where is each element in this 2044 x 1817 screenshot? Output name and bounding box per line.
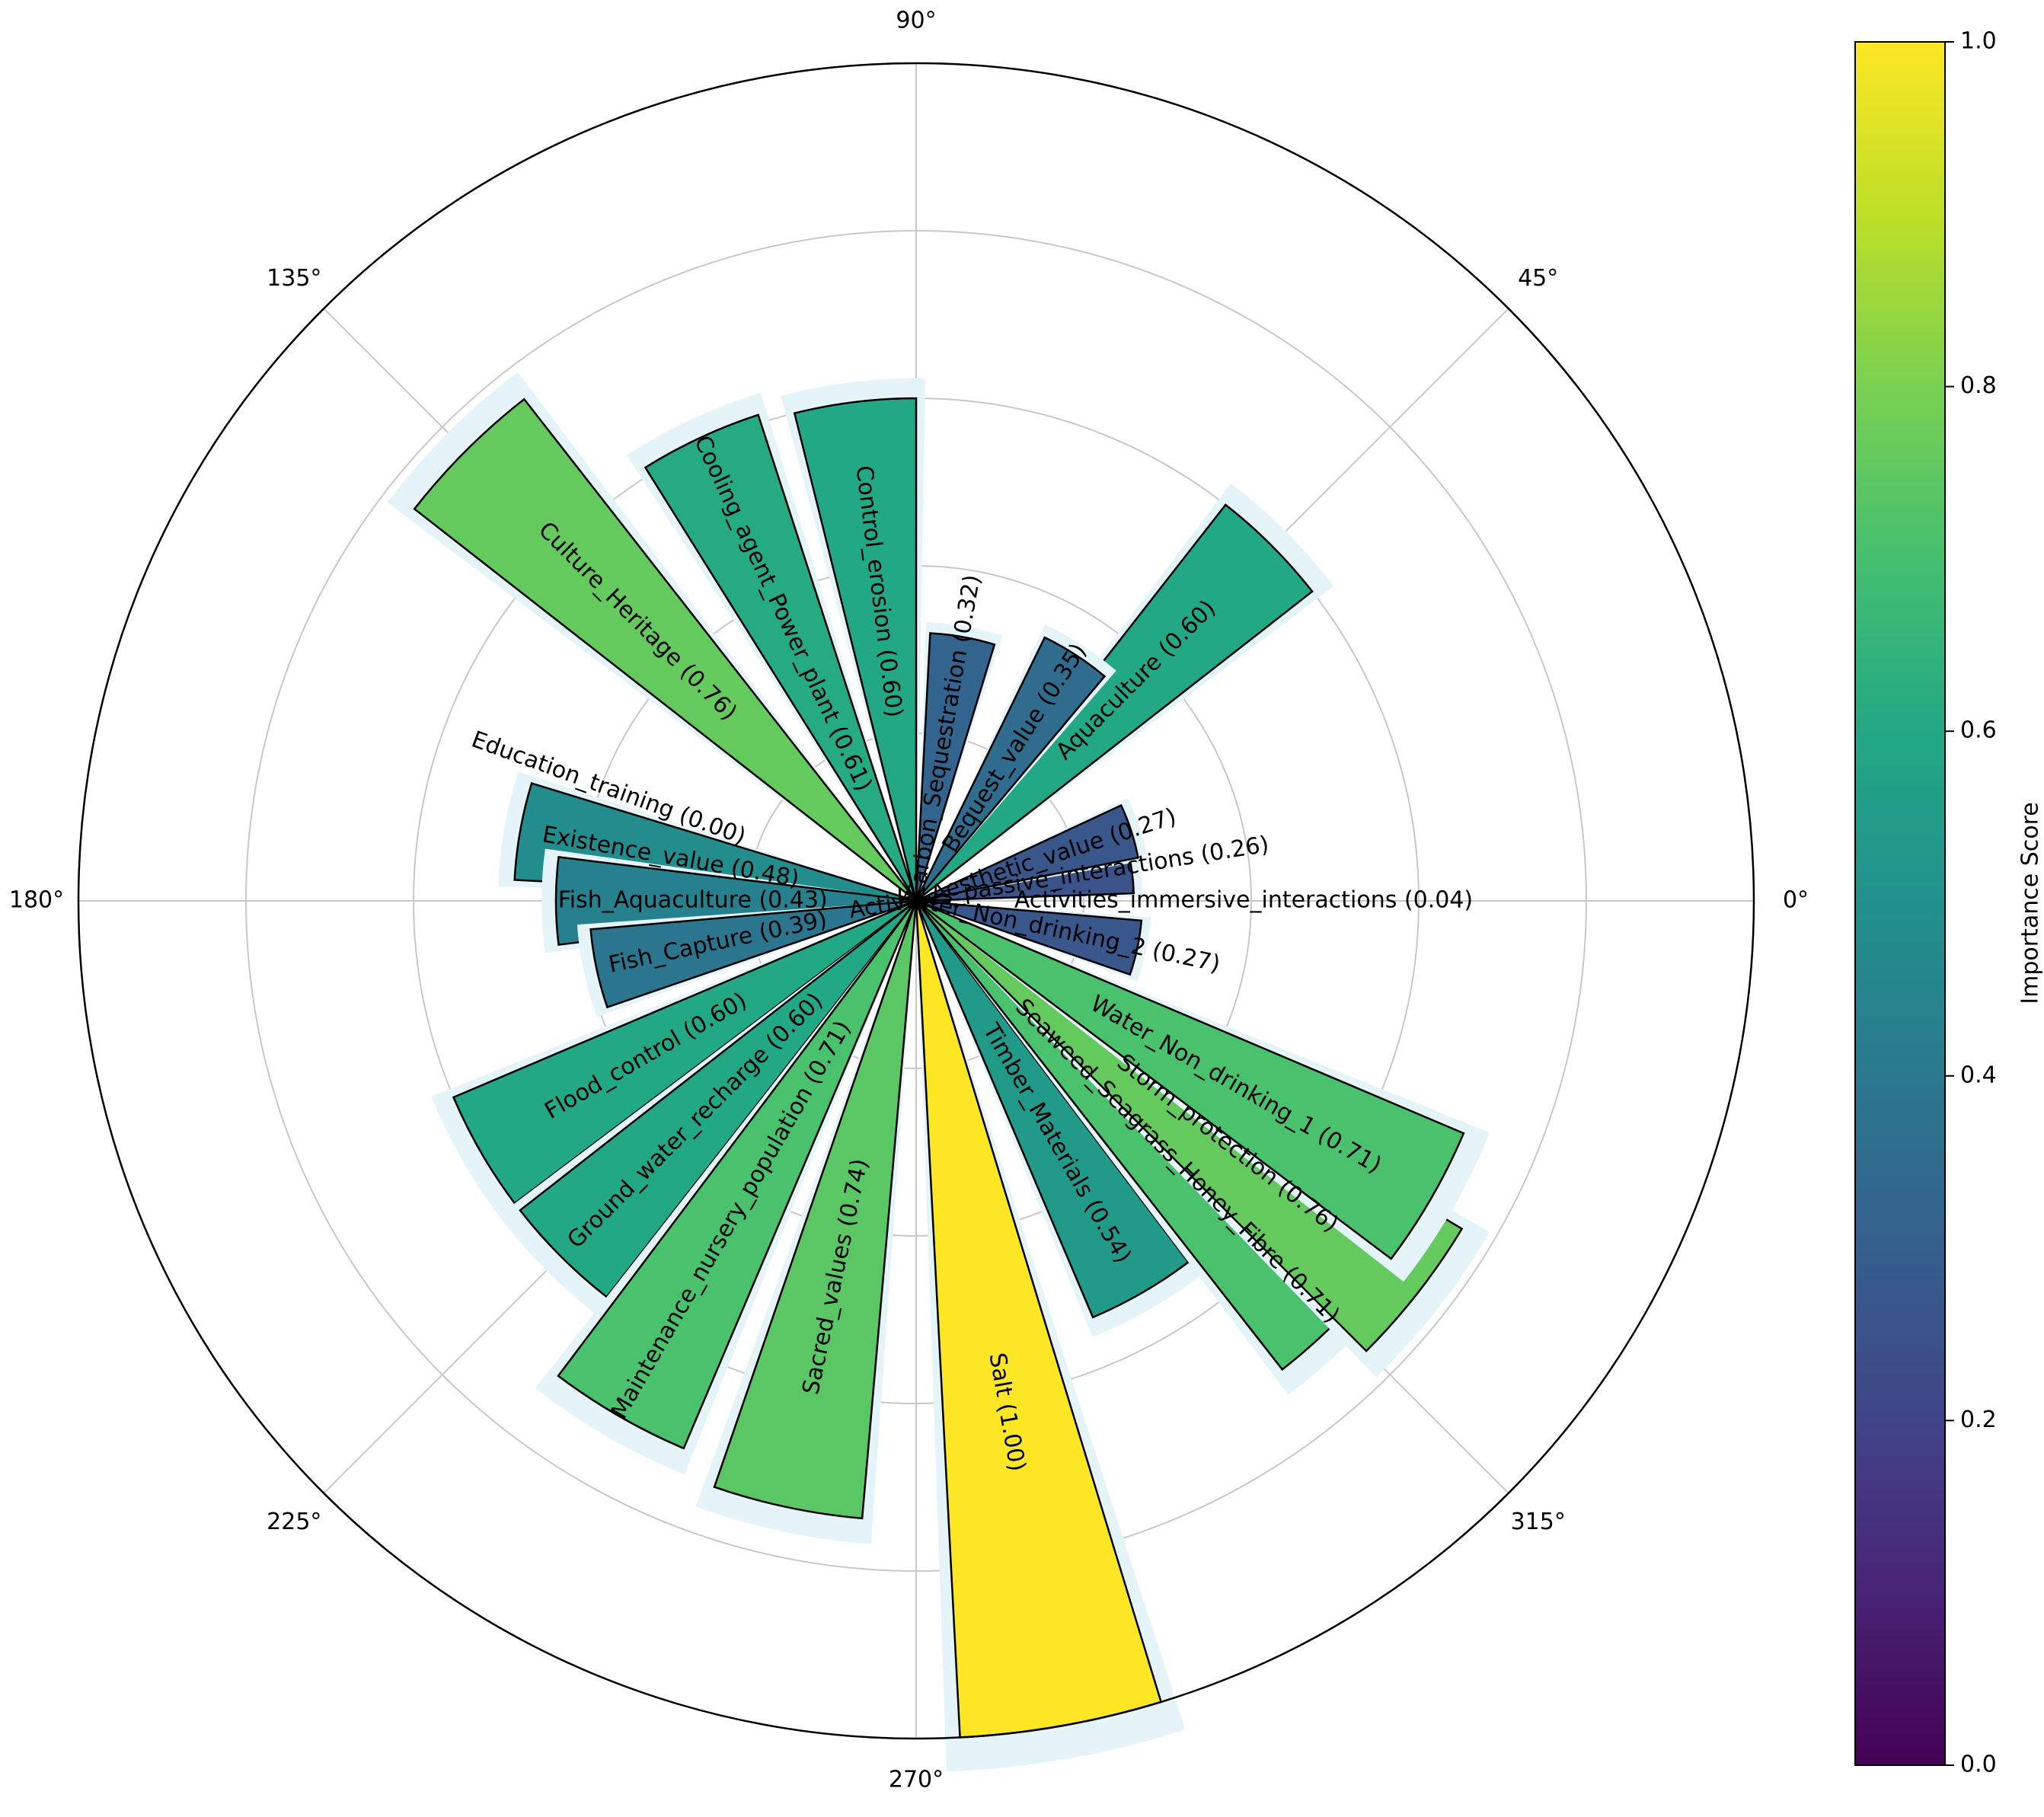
polar-bar: [713, 900, 918, 1520]
bar-label: Fish_Aquaculture (0.43): [558, 887, 828, 914]
polar-bar: [915, 900, 1190, 1319]
angle-tick: 90°: [896, 8, 936, 34]
polar-bar: [413, 398, 917, 902]
angle-tick-labels: 0° 45° 90° 135° 180° 225° 270° 315°: [9, 8, 1809, 1793]
polar-bar: [644, 414, 918, 902]
colorbar-ticks: 0.0 0.2 0.4 0.6 0.8 1.0: [1945, 28, 1997, 1778]
angle-tick: 315°: [1511, 1509, 1566, 1535]
polar-bar: [915, 636, 1107, 902]
colorbar-title: Importance Score: [2017, 802, 2044, 1004]
angle-tick: 45°: [1518, 265, 1558, 292]
angle-tick: 225°: [267, 1509, 321, 1535]
angle-tick: 0°: [1783, 887, 1809, 914]
polar-bar: [589, 899, 917, 1009]
polar-bar: [915, 899, 1465, 1260]
polar-bar: [915, 803, 1139, 902]
polar-bar: [915, 899, 1143, 976]
angle-tick: 180°: [9, 887, 64, 914]
polar-bar: [557, 900, 918, 1450]
colorbar-tick-label: 1.0: [1960, 28, 1997, 55]
colorbar-tick-label: 0.8: [1960, 372, 1997, 399]
polar-bar: [793, 397, 918, 902]
colorbar-tick-label: 0.6: [1960, 717, 1997, 744]
colorbar-tick-label: 0.0: [1960, 1752, 1997, 1778]
polar-bar: [915, 899, 1464, 1352]
bar-label: Activities_immersive_interactions (0.04): [1014, 887, 1473, 914]
bars-layer: [387, 372, 1490, 1772]
colorbar-tick-label: 0.2: [1960, 1407, 1997, 1433]
colorbar: 0.0 0.2 0.4 0.6 0.8 1.0 Importance Score: [1854, 28, 2044, 1778]
polar-bar: [519, 900, 917, 1298]
angle-tick: 135°: [267, 265, 321, 292]
polar-bar: [452, 899, 917, 1205]
polar-bar: [915, 503, 1314, 902]
colorbar-gradient: [1854, 41, 1946, 1766]
outer-frame: [77, 62, 1755, 1740]
angle-tick: 270°: [889, 1767, 944, 1793]
colorbar-tick-label: 0.4: [1960, 1062, 1997, 1088]
polar-bar: [915, 632, 996, 902]
polar-frame: [77, 62, 1755, 1740]
